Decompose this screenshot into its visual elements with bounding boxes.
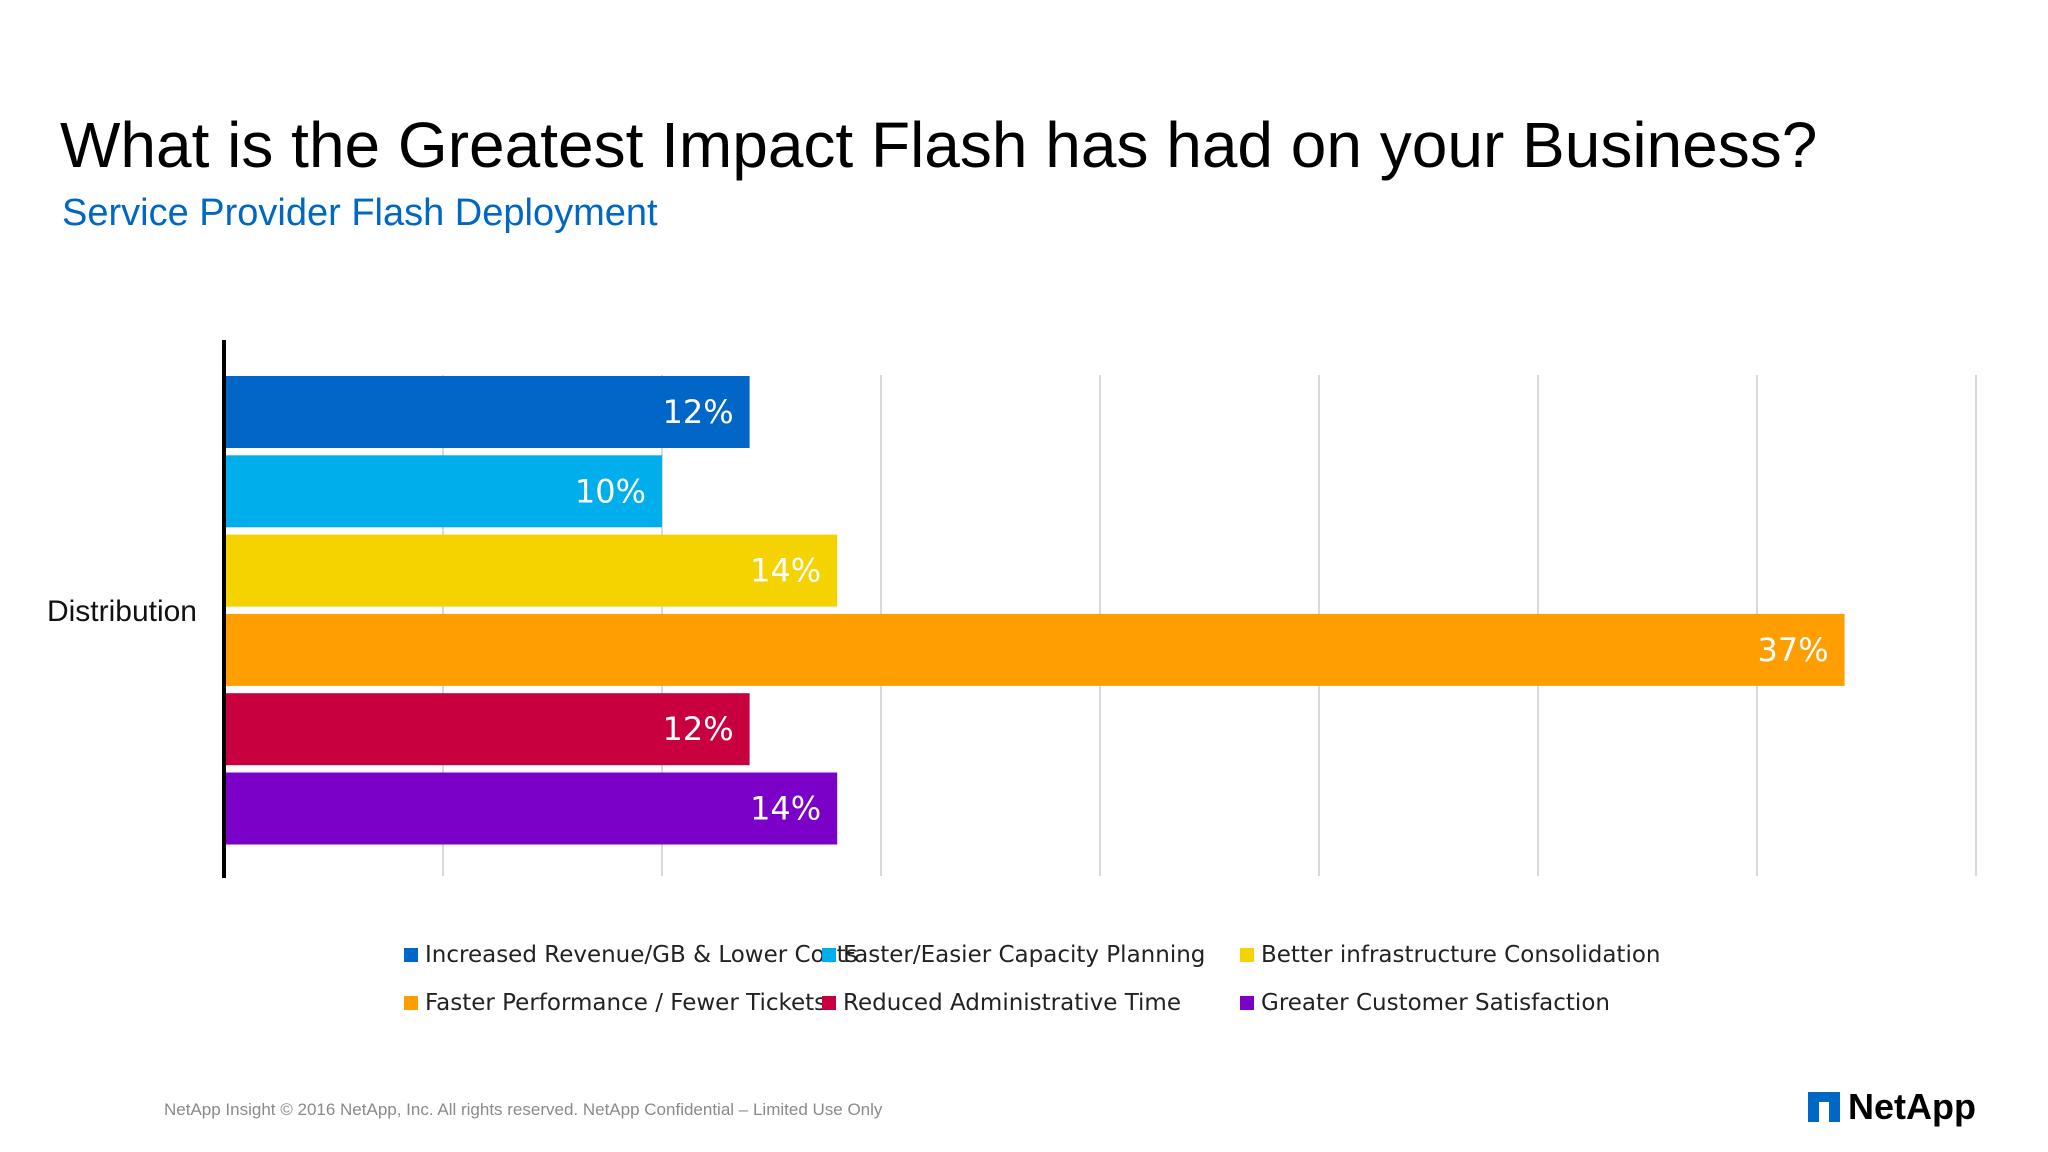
bar-series: 12% 10% 14% 37% 12% 14% [224, 376, 1845, 845]
bar-value-label: 14% [750, 790, 821, 828]
bar-2 [224, 455, 662, 528]
netapp-logo: NetApp [1808, 1086, 1976, 1128]
bar-value-label: 12% [662, 710, 733, 748]
legend-label: Faster/Easier Capacity Planning [843, 942, 1206, 968]
netapp-logo-icon [1808, 1092, 1840, 1122]
bar-value-label: 12% [662, 393, 733, 431]
footer-copyright: NetApp Insight © 2016 NetApp, Inc. All r… [164, 1100, 883, 1119]
legend-item: Faster Performance / Fewer Tickets [404, 988, 826, 1018]
legend-item: Greater Customer Satisfaction [1240, 988, 1640, 1018]
legend-label: Increased Revenue/GB & Lower Costs [425, 942, 858, 968]
bar-5 [224, 693, 750, 766]
legend-label: Better infrastructure Consolidation [1261, 942, 1661, 968]
legend-item: Faster/Easier Capacity Planning [822, 940, 1240, 970]
slide-subtitle: Service Provider Flash Deployment [62, 192, 658, 234]
legend-item: Reduced Administrative Time [822, 988, 1240, 1018]
legend-label: Reduced Administrative Time [843, 990, 1181, 1016]
bar-value-label: 10% [575, 472, 646, 510]
bar-1 [224, 376, 750, 448]
legend-label: Faster Performance / Fewer Tickets [425, 990, 827, 1016]
logo-text: NetApp [1848, 1086, 1976, 1127]
legend-swatch [822, 948, 836, 962]
y-category-label: Distribution [47, 595, 197, 628]
legend-swatch [1240, 948, 1254, 962]
legend-label: Greater Customer Satisfaction [1261, 990, 1610, 1016]
legend-swatch [1240, 996, 1254, 1010]
legend-item: Increased Revenue/GB & Lower Costs [404, 940, 858, 970]
bar-3 [224, 534, 838, 607]
legend-swatch [822, 996, 836, 1010]
slide-title: What is the Greatest Impact Flash has ha… [60, 109, 1818, 181]
legend-swatch [404, 996, 418, 1010]
bar-value-label: 37% [1757, 631, 1828, 669]
bar-6 [224, 772, 838, 845]
bar-chart: 12% 10% 14% 37% 12% 14% Distribution [47, 340, 1977, 878]
legend-item: Better infrastructure Consolidation [1240, 940, 1660, 970]
chart-legend: Increased Revenue/GB & Lower Costs Faster… [404, 940, 1704, 1018]
bar-4 [224, 613, 1845, 686]
legend-swatch [404, 948, 418, 962]
bar-value-label: 14% [750, 552, 821, 590]
